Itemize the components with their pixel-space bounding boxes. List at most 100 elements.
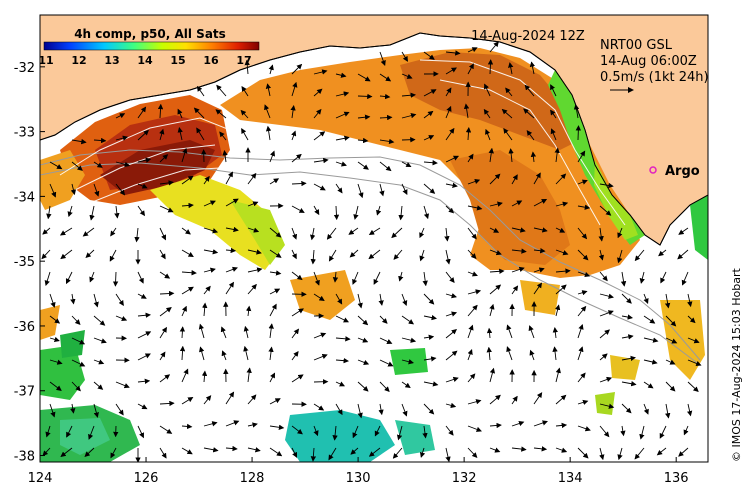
current-vector — [181, 305, 187, 317]
product-line-2: 14-Aug 06:00Z — [600, 54, 697, 69]
current-vector — [137, 353, 151, 361]
current-vector — [49, 336, 60, 342]
current-vector — [617, 227, 623, 239]
current-vector — [577, 346, 584, 361]
current-vector — [220, 326, 227, 339]
current-vector — [328, 249, 337, 262]
current-vector — [71, 337, 86, 345]
y-tick-label: -37 — [14, 385, 35, 400]
colorbar-tick-label: 14 — [137, 54, 153, 67]
current-vector — [599, 447, 605, 461]
current-vector — [524, 84, 535, 97]
current-vector — [46, 205, 52, 220]
current-vector — [247, 201, 259, 207]
current-vector — [85, 249, 95, 259]
current-vector — [577, 447, 589, 459]
current-vector — [82, 227, 95, 237]
current-vector — [665, 315, 677, 327]
current-vector — [60, 249, 73, 260]
current-vector — [687, 315, 696, 324]
current-vector — [291, 425, 303, 435]
current-vector — [265, 83, 272, 97]
current-vector — [445, 105, 452, 119]
current-vector — [419, 227, 425, 239]
current-vector — [555, 284, 567, 295]
x-tick-label: 130 — [346, 471, 371, 486]
current-vector — [269, 270, 282, 276]
current-vector — [423, 293, 435, 305]
current-vector — [159, 180, 174, 186]
current-vector — [114, 205, 120, 219]
current-vector — [445, 67, 457, 75]
current-vector — [357, 114, 371, 120]
current-vector — [445, 50, 461, 56]
current-vector — [313, 293, 325, 301]
current-vector — [423, 314, 437, 321]
current-vector — [423, 403, 435, 415]
x-tick-label: 136 — [664, 471, 689, 486]
current-vector — [93, 161, 103, 168]
current-vector — [243, 345, 249, 361]
current-vector — [335, 72, 347, 78]
current-vector — [423, 356, 437, 362]
current-vector — [225, 281, 234, 295]
current-vector — [310, 249, 316, 265]
current-vector — [599, 310, 614, 317]
current-vector — [423, 110, 434, 119]
current-vector — [137, 331, 152, 339]
current-vector — [137, 312, 151, 318]
current-vector — [89, 271, 95, 283]
current-vector — [71, 138, 87, 145]
current-vector — [203, 227, 219, 234]
current-vector — [49, 183, 57, 198]
current-vector — [445, 376, 459, 383]
current-vector — [159, 290, 175, 297]
current-vector — [291, 153, 302, 163]
current-vector — [489, 268, 505, 275]
colorbar-tick-label: 11 — [38, 54, 53, 67]
current-vector — [291, 180, 307, 187]
current-vector — [269, 303, 277, 317]
current-vector — [489, 367, 496, 383]
current-vector — [486, 327, 493, 339]
current-vector — [291, 350, 299, 361]
current-vector — [225, 171, 233, 185]
current-vector — [265, 125, 272, 141]
current-vector — [246, 367, 252, 383]
current-vector — [598, 227, 604, 242]
current-vector — [643, 293, 649, 305]
current-vector — [313, 108, 322, 119]
current-vector — [467, 249, 477, 259]
current-vector — [620, 425, 626, 437]
current-vector — [577, 305, 587, 317]
colorbar-tick-label: 16 — [203, 54, 219, 67]
current-vector — [49, 161, 63, 170]
current-vector — [550, 128, 557, 141]
current-vector — [65, 271, 73, 285]
argo-marker — [649, 166, 657, 174]
current-vector — [332, 425, 338, 441]
product-line-1: NRT00 GSL — [600, 38, 673, 53]
current-vector — [203, 395, 212, 405]
current-vector — [555, 249, 569, 256]
current-vector — [225, 391, 235, 405]
current-vector — [93, 293, 99, 308]
current-vector — [599, 205, 612, 216]
current-vector — [465, 127, 472, 141]
current-vector — [70, 293, 76, 305]
current-vector — [115, 315, 128, 322]
current-vector — [159, 400, 175, 407]
current-vector — [528, 325, 535, 339]
current-vector — [391, 227, 403, 239]
current-vector — [423, 381, 439, 387]
current-vector — [681, 271, 689, 286]
current-vector — [137, 157, 152, 163]
current-vector — [313, 88, 323, 97]
current-vector — [159, 249, 166, 260]
colorbar-tick-label: 12 — [71, 54, 86, 67]
current-vector — [349, 249, 359, 258]
current-vector — [506, 346, 513, 361]
current-vector — [467, 447, 478, 458]
current-vectors — [41, 41, 702, 462]
current-vector — [137, 403, 148, 410]
